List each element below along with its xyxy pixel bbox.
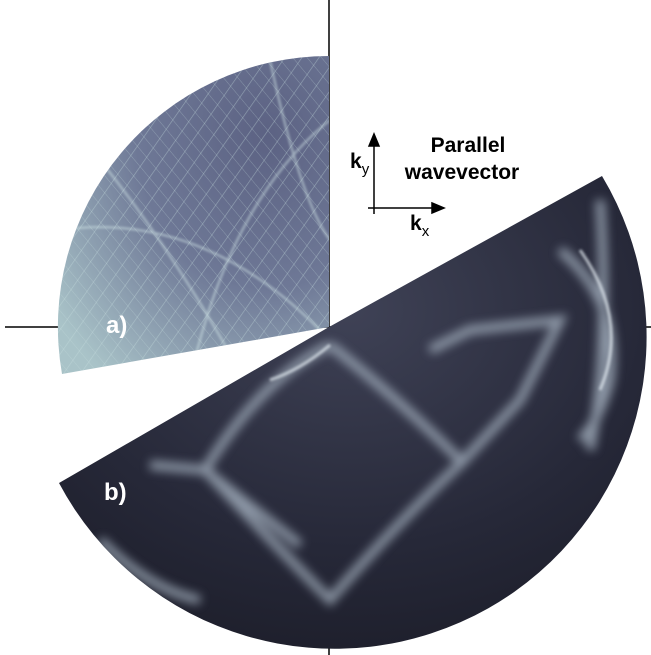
panel-label: b) <box>104 479 127 506</box>
legend-title: wavevector <box>404 161 519 184</box>
text: y <box>362 161 370 178</box>
kx-label: kx <box>410 212 430 240</box>
panel-a-image <box>50 50 340 390</box>
ky-label: ky <box>350 150 370 178</box>
legend-title: Parallel <box>431 134 506 157</box>
figure: ky kx Parallel wavevector a) b) <box>0 0 651 655</box>
panel-label: a) <box>106 312 127 339</box>
text: k <box>350 150 362 173</box>
text: x <box>422 223 430 240</box>
text: k <box>410 212 422 235</box>
